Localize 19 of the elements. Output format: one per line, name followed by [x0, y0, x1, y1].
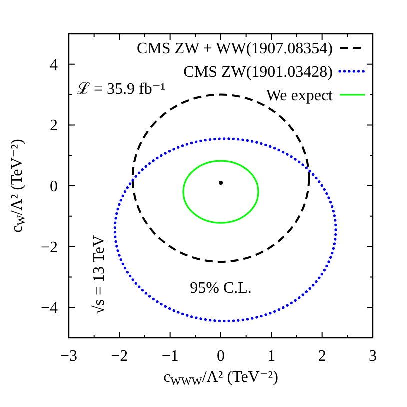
- legend-label: We expect: [266, 88, 334, 104]
- y-tick-label: 0: [50, 178, 58, 196]
- y-tick-label: −4: [40, 300, 58, 318]
- x-tick-label: 3: [369, 348, 377, 365]
- x-tick-label: 1: [268, 348, 276, 365]
- annotation: 95% C.L.: [190, 280, 252, 297]
- y-tick-label: −2: [40, 239, 58, 256]
- annotation: ℒ = 35.9 fb⁻¹: [77, 81, 166, 98]
- annotation: √s = 13 TeV: [91, 235, 108, 315]
- x-tick-label: 2: [318, 348, 326, 365]
- legend-label: CMS ZW(1901.03428): [184, 64, 333, 81]
- x-tick-label: −2: [111, 348, 128, 365]
- x-tick-label: −1: [162, 348, 179, 365]
- x-axis-title: c$_{WWW}$/Λ² (TeV⁻²): [164, 369, 278, 388]
- x-tick-label: −3: [60, 348, 78, 365]
- legend-label: CMS ZW + WW(1907.08354): [137, 40, 333, 58]
- y-tick-label: 2: [50, 118, 58, 135]
- x-tick-label: 0: [217, 348, 225, 365]
- y-tick-label: 4: [50, 56, 58, 74]
